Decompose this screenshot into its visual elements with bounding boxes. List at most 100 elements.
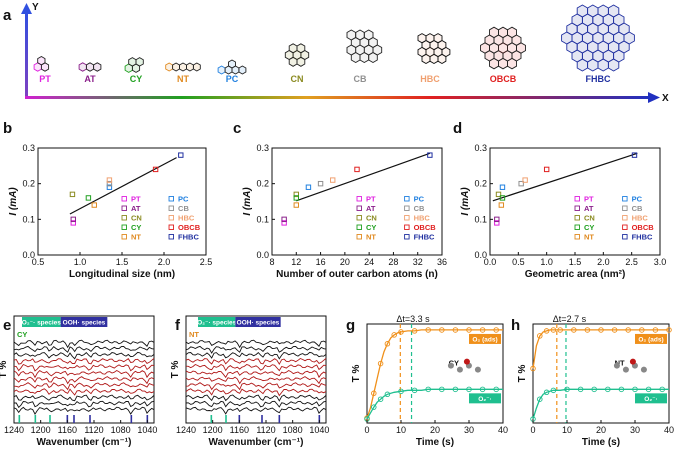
series-badge-label: O₂ (ads) [472,336,497,343]
series-point [479,327,486,333]
spectrum-trace [13,406,155,416]
legend-label: NT [366,233,376,242]
y-axis-label: T % [517,365,528,383]
data-point-pc [499,184,506,190]
legend-swatch [121,215,127,221]
series-badge [635,393,667,404]
legend-label: PC [178,195,189,204]
molecule-ring [231,65,240,75]
panel-letter-e: e [3,317,11,334]
x-tick-label: 1080 [283,425,303,435]
spectrum-trace [13,382,155,391]
series-point [564,386,570,393]
molecule-ring [597,4,609,18]
molecule-label: FHBC [586,74,611,84]
x-tick-label: 1160 [230,425,249,435]
spectrum-trace [185,357,327,366]
molecule-model-atom [447,362,454,369]
data-point-nt [293,202,299,208]
panel-g-chart: Δt=3.3 s O₂ (ads) O₂⁻· CY 0 10 20 30 40 Time (s) T… [351,314,508,448]
spectrum-trace [185,388,327,397]
legend-swatch [574,205,580,211]
y-tick-label: 0.3 [22,143,35,153]
x-tick-label: 40 [498,425,508,435]
series-point [530,365,536,372]
molecule-pc: PC [217,59,247,84]
x-tick-label: 2.0 [597,257,610,267]
molecule-ring [179,62,187,72]
molecule-tag: NT [615,359,625,368]
y-axis-label: I (mA) [242,187,253,216]
delta-t-label: Δt=3.3 s [396,314,430,324]
x-tick-label: 1080 [111,425,131,435]
legend-label: PT [584,195,594,204]
series-point [452,386,459,393]
molecule-ring [571,13,583,27]
series-point [391,332,397,338]
legend-swatch [622,234,628,240]
x-tick-label: 2.5 [200,257,213,267]
x-tick-label: 0.0 [484,257,497,267]
y-tick-label: 0.0 [256,250,269,260]
data-point-at [494,216,500,223]
series-point [452,327,459,333]
data-point-pc [106,184,113,190]
x-tick-label: 10 [396,425,406,435]
y-axis-label: T % [170,361,181,379]
x-tick-label: 32 [413,257,423,267]
series-point [571,327,577,333]
fit-line [296,152,431,202]
x-tick-label: 1040 [137,425,157,435]
molecule-ring [192,62,201,72]
x-tick-label: 1120 [256,425,275,435]
series-point [605,386,611,393]
molecule-label: HBC [420,74,440,84]
panel-b-chart: 0.5 1.0 1.5 2.0 2.5 0.0 0.1 0.2 0.3 Longitudinal … [8,143,212,280]
x-tick-label: 30 [464,425,474,435]
series-badge-label: O₂⁻· [478,396,492,403]
series-point [425,386,431,393]
legend-label: CY [584,223,594,232]
legend-swatch [622,196,628,202]
fit-line [69,157,177,215]
molecule-pt: PT [33,55,51,84]
series-point [371,404,377,410]
y-tick-label: 0.3 [474,143,487,153]
data-point-cn [495,191,502,198]
data-point-pc [305,184,312,190]
series-point [377,360,384,367]
x-tick-label: 1200 [31,425,51,435]
molecule-ring [355,29,365,41]
x-tick-label: 20 [430,425,440,435]
x-tick-label: 24 [364,257,374,267]
panel-a-axes: Y X [21,2,669,104]
y-axis-letter: Y [32,2,39,13]
legend-swatch [168,196,174,202]
panel-e-chart: O₂⁻· species OOH· species CY 1240 1200 1160 11… [0,315,157,448]
series-point [439,327,445,333]
legend-label: PC [414,195,425,204]
data-point-hbc [106,177,113,183]
x-tick-label: 2.0 [158,257,171,267]
legend-label: HBC [178,214,195,223]
data-point-cy [85,195,92,201]
data-point-pt [70,220,76,226]
data-point-cn [69,191,76,198]
x-tick-label: 28 [388,257,398,267]
spectrum-trace [14,400,155,409]
plot-frame [185,315,327,424]
y-axis-arrow [25,12,28,98]
series-badge [469,333,501,344]
molecule-ring [37,55,46,66]
series-point [439,386,445,393]
series-point [398,388,404,395]
legend-swatch [404,205,410,211]
spectrum-trace [185,376,327,385]
molecule-ring [417,33,427,44]
legend-label: CN [131,214,142,223]
molecule-tag: NT [189,330,199,339]
molecule-ring [498,57,508,70]
molecule-label: CB [354,74,367,84]
molecule-label: CN [291,74,304,84]
y-tick-label: 0.1 [474,214,487,224]
